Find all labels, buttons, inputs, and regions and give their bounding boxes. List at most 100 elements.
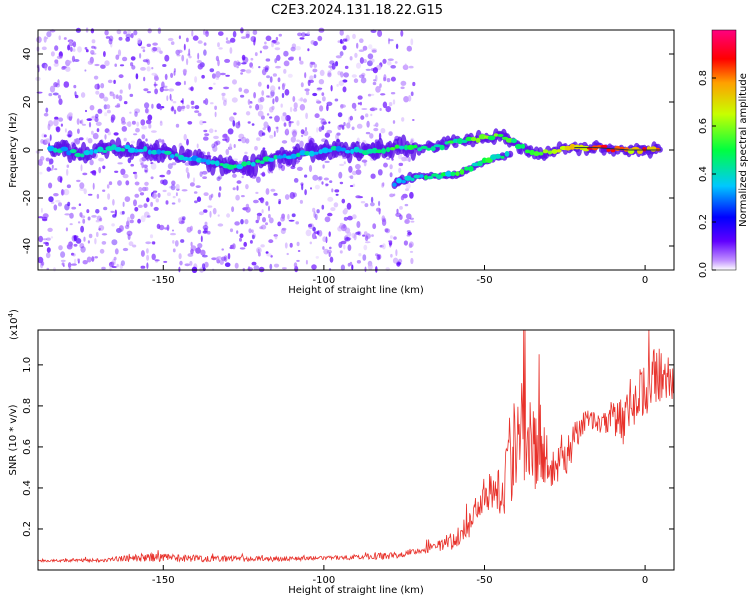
noise-speckle bbox=[197, 40, 203, 44]
noise-speckle bbox=[338, 80, 344, 86]
noise-speckle bbox=[191, 106, 195, 109]
noise-speckle bbox=[195, 247, 202, 254]
noise-speckle bbox=[123, 137, 127, 142]
noise-speckle bbox=[261, 209, 264, 214]
noise-speckle bbox=[146, 197, 150, 203]
spectrogram-track bbox=[47, 128, 663, 189]
noise-speckle bbox=[178, 253, 182, 260]
noise-speckle bbox=[404, 155, 410, 162]
noise-speckle bbox=[300, 82, 304, 88]
noise-speckle bbox=[172, 229, 174, 232]
noise-speckle bbox=[118, 94, 123, 102]
noise-speckle bbox=[219, 259, 224, 265]
noise-speckle bbox=[152, 42, 158, 46]
noise-speckle bbox=[197, 52, 200, 60]
noise-speckle bbox=[313, 74, 317, 79]
noise-speckle bbox=[212, 145, 218, 152]
noise-speckle bbox=[218, 175, 223, 180]
noise-speckle bbox=[239, 247, 246, 250]
noise-speckle bbox=[139, 53, 142, 59]
main-track-core bbox=[143, 146, 148, 152]
noise-speckle bbox=[245, 33, 250, 39]
noise-speckle bbox=[412, 81, 416, 87]
noise-speckle bbox=[172, 240, 175, 244]
noise-speckle bbox=[239, 233, 244, 238]
noise-speckle bbox=[335, 61, 339, 67]
noise-speckle bbox=[90, 170, 96, 174]
noise-speckle bbox=[398, 153, 403, 160]
noise-speckle bbox=[91, 45, 96, 49]
noise-speckle bbox=[153, 206, 159, 211]
noise-speckle bbox=[125, 33, 132, 39]
noise-speckle bbox=[135, 73, 139, 80]
noise-speckle bbox=[91, 215, 97, 218]
noise-speckle bbox=[55, 62, 59, 64]
main-track-core bbox=[430, 146, 436, 152]
main-track-core bbox=[542, 149, 549, 154]
noise-speckle bbox=[48, 196, 54, 203]
noise-speckle bbox=[300, 97, 303, 102]
noise-speckle bbox=[103, 206, 108, 211]
noise-speckle bbox=[128, 83, 131, 90]
noise-speckle bbox=[315, 99, 320, 103]
noise-speckle bbox=[274, 47, 281, 51]
noise-speckle bbox=[193, 191, 198, 194]
noise-speckle bbox=[327, 72, 332, 78]
main-track-core bbox=[439, 144, 445, 151]
noise-speckle bbox=[262, 147, 266, 151]
noise-speckle bbox=[409, 217, 414, 220]
noise-speckle bbox=[157, 27, 162, 34]
x-tick-label: -150 bbox=[152, 275, 175, 286]
noise-speckle bbox=[319, 69, 325, 76]
snr-y-axis-label: SNR (10 * v/v) bbox=[8, 404, 19, 475]
noise-speckle bbox=[159, 50, 163, 54]
noise-speckle bbox=[232, 30, 237, 38]
spectrogram-y-axis-label: Frequency (Hz) bbox=[8, 112, 19, 188]
noise-speckle bbox=[359, 57, 364, 64]
noise-speckle bbox=[85, 49, 89, 53]
noise-speckle bbox=[95, 84, 98, 89]
main-track-core bbox=[538, 151, 544, 156]
noise-speckle bbox=[58, 35, 61, 41]
noise-speckle bbox=[321, 181, 324, 185]
noise-speckle bbox=[55, 126, 61, 133]
main-track-core bbox=[299, 150, 307, 156]
main-track-core bbox=[170, 154, 175, 159]
noise-speckle bbox=[137, 218, 142, 224]
noise-speckle bbox=[364, 203, 369, 208]
noise-speckle bbox=[335, 193, 339, 196]
main-track-core bbox=[127, 147, 136, 153]
noise-speckle bbox=[368, 44, 373, 50]
noise-speckle bbox=[134, 181, 140, 186]
noise-speckle bbox=[109, 91, 112, 94]
noise-speckle bbox=[410, 91, 414, 97]
main-track-core bbox=[47, 145, 55, 152]
noise-speckle bbox=[137, 37, 142, 44]
snr-series-line bbox=[37, 329, 675, 564]
noise-speckle bbox=[219, 186, 222, 191]
noise-speckle bbox=[395, 43, 399, 49]
noise-speckle bbox=[229, 143, 232, 150]
noise-speckle bbox=[340, 240, 347, 245]
noise-speckle bbox=[318, 79, 325, 85]
noise-speckle bbox=[101, 233, 108, 236]
noise-speckle bbox=[205, 30, 209, 37]
noise-speckle bbox=[251, 229, 254, 233]
main-track-core bbox=[174, 153, 179, 157]
track-center-line bbox=[574, 147, 662, 151]
y-tick-label: 20 bbox=[22, 96, 33, 109]
noise-speckle bbox=[376, 254, 381, 261]
noise-speckle bbox=[108, 181, 113, 186]
noise-speckle bbox=[375, 266, 378, 273]
noise-speckle bbox=[41, 216, 48, 221]
noise-speckle bbox=[343, 244, 346, 250]
noise-speckle bbox=[190, 248, 194, 255]
noise-speckle bbox=[165, 200, 169, 205]
noise-speckle bbox=[251, 234, 255, 240]
noise-speckle bbox=[311, 264, 317, 270]
noise-speckle bbox=[142, 49, 146, 53]
noise-speckle bbox=[382, 243, 386, 250]
noise-speckle bbox=[106, 109, 111, 114]
x-tick-label: -100 bbox=[313, 275, 336, 286]
noise-speckle bbox=[90, 50, 95, 55]
